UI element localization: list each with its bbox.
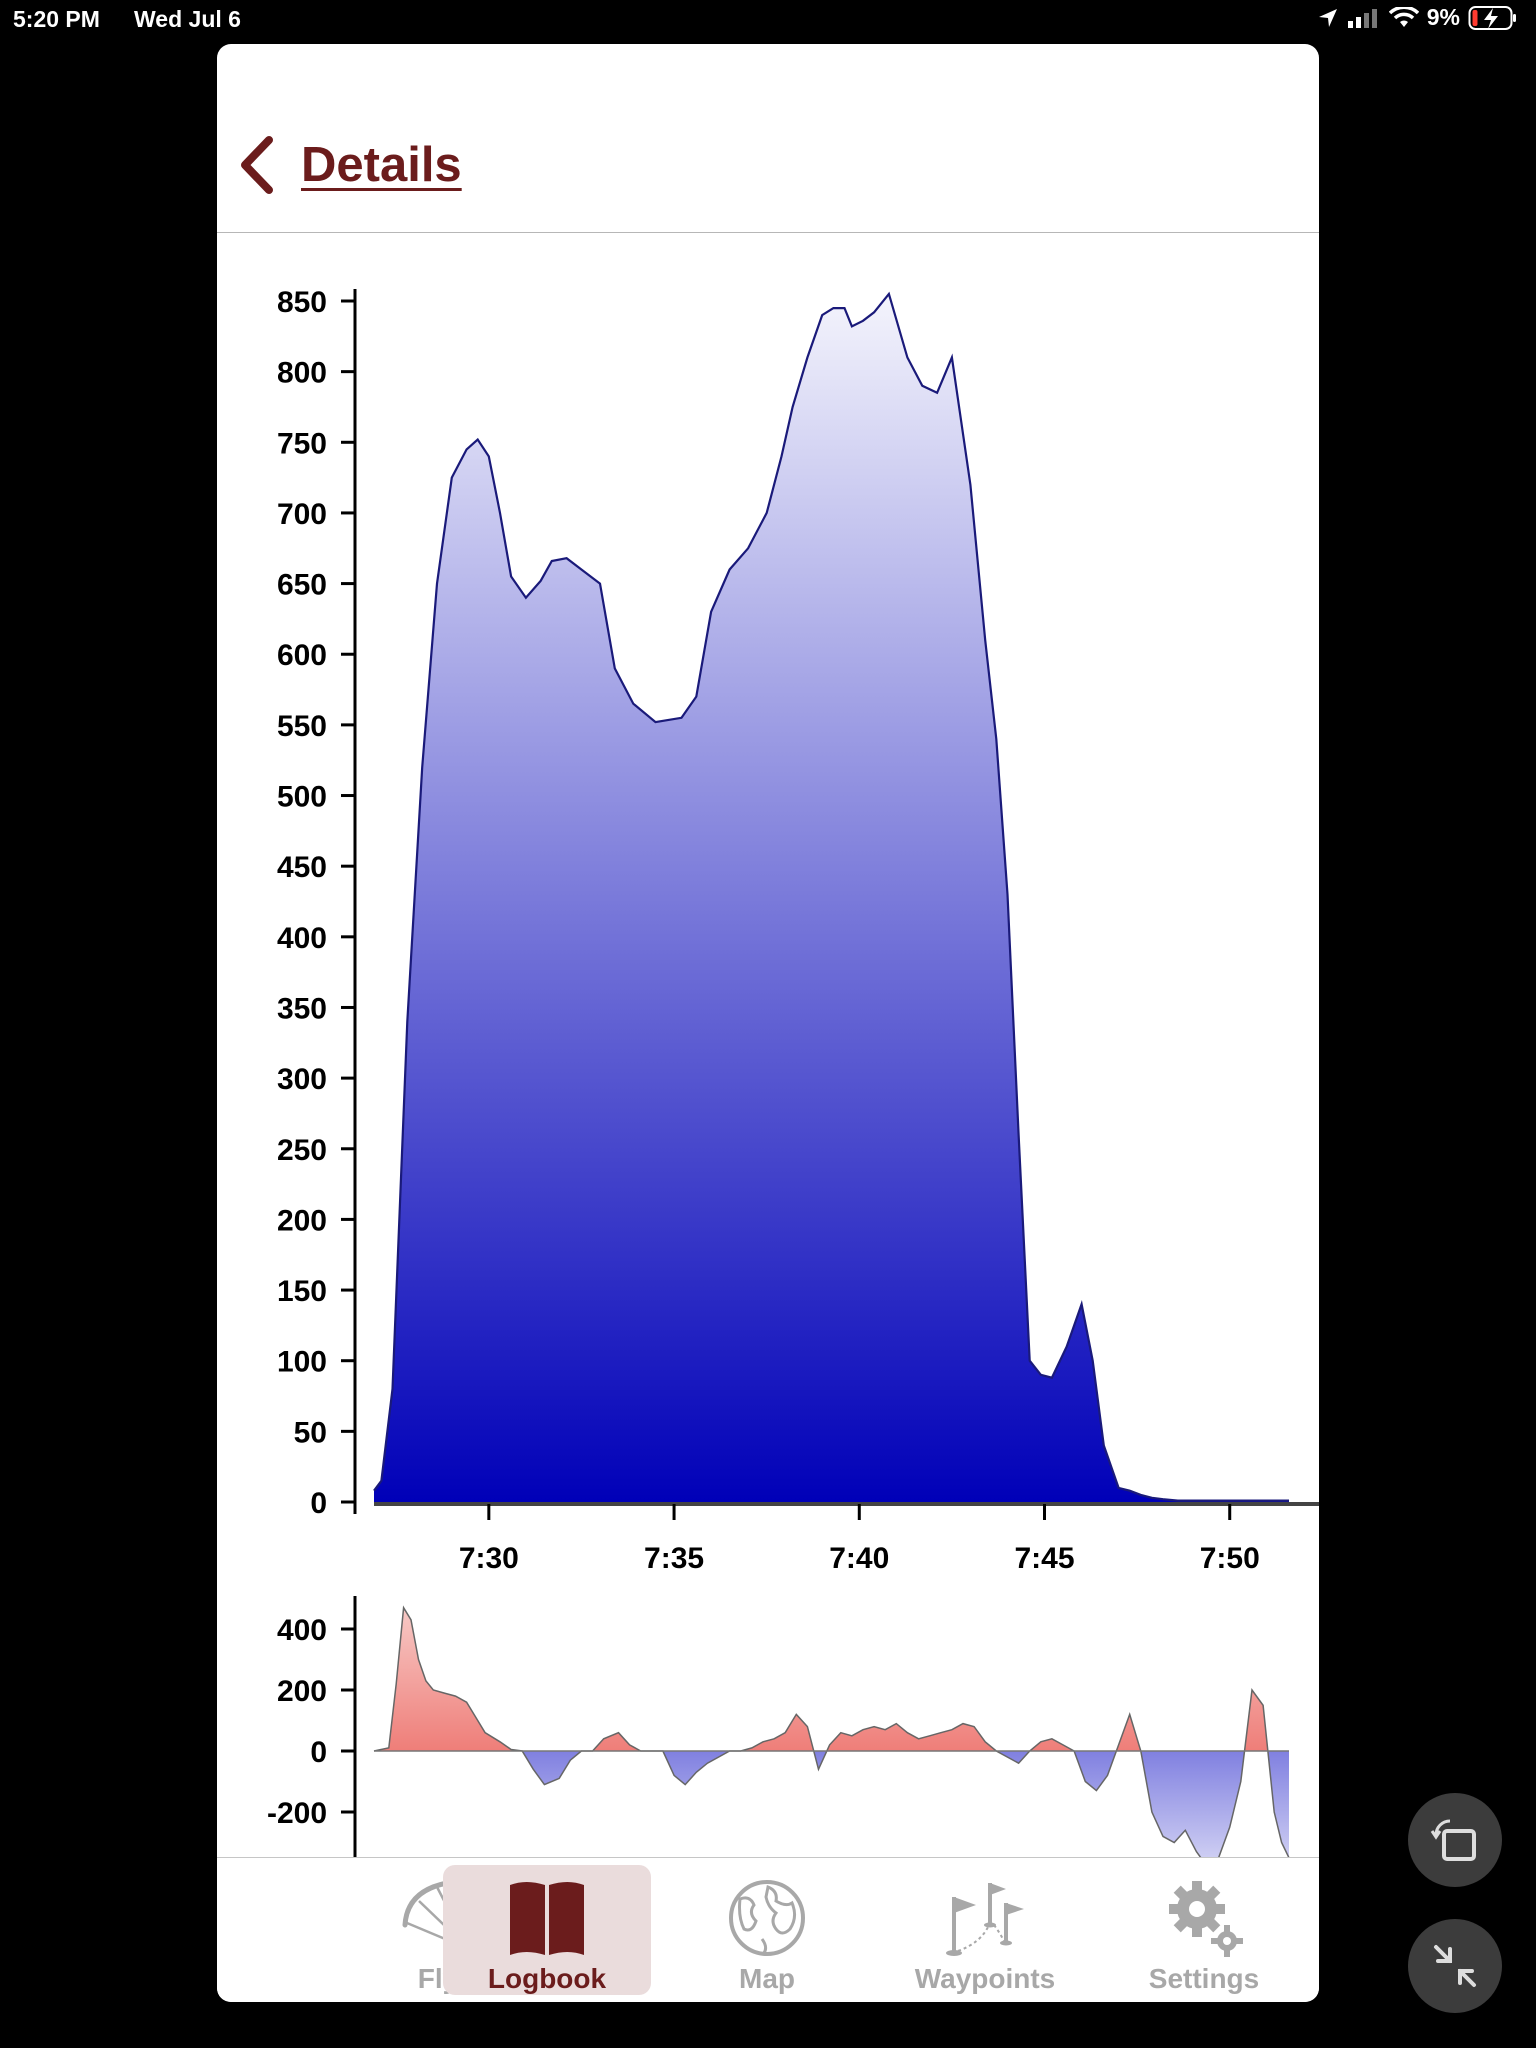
y-tick-label: 650 xyxy=(277,569,327,602)
chevron-left-icon xyxy=(241,136,273,194)
vario-y-tick-label: -200 xyxy=(267,1797,327,1830)
nav-bar: Details xyxy=(217,44,1319,233)
y-tick-label: 850 xyxy=(277,286,327,319)
y-tick-label: 200 xyxy=(277,1204,327,1237)
rotate-window-icon xyxy=(1430,1819,1476,1861)
rotate-window-button[interactable] xyxy=(1408,1793,1502,1887)
y-tick-label: 750 xyxy=(277,427,327,460)
book-icon xyxy=(510,1882,584,1955)
y-tick-label: 0 xyxy=(310,1487,327,1520)
vario-climb-area xyxy=(374,1607,1289,1751)
globe-icon xyxy=(729,1880,805,1956)
shrink-window-icon xyxy=(1434,1945,1476,1987)
vario-sink-area xyxy=(374,1751,1289,1867)
battery-charging-icon xyxy=(1468,5,1516,30)
altitude-area xyxy=(374,293,1289,1502)
tab-label-waypoints: Waypoints xyxy=(914,1963,1056,1994)
y-tick-label: 800 xyxy=(277,357,327,390)
tab-bar: Fly Logbook Map xyxy=(217,1857,1319,2002)
vario-y-tick-label: 200 xyxy=(277,1675,327,1708)
y-tick-label: 600 xyxy=(277,639,327,672)
status-time: 5:20 PM xyxy=(13,6,100,32)
app-window: Details 0 50 100 150 200 250 300 350 400 450 500 55… xyxy=(217,44,1319,2002)
tab-label-settings: Settings xyxy=(1148,1963,1260,1994)
tab-label-logbook: Logbook xyxy=(487,1963,607,1994)
status-date: Wed Jul 6 xyxy=(134,6,241,32)
vario-y-tick-label: 400 xyxy=(277,1614,327,1647)
x-tick-label: 7:40 xyxy=(829,1542,889,1574)
tab-settings[interactable]: Settings xyxy=(1100,1865,1308,1995)
tab-map[interactable]: Map xyxy=(663,1865,871,1995)
tab-logbook[interactable]: Logbook xyxy=(443,1865,651,1995)
y-tick-label: 700 xyxy=(277,498,327,531)
back-button[interactable]: Details xyxy=(237,136,462,194)
status-icons: 9% xyxy=(1317,4,1518,31)
y-tick-label: 400 xyxy=(277,922,327,955)
y-tick-label: 250 xyxy=(277,1134,327,1167)
y-tick-label: 350 xyxy=(277,992,327,1025)
altitude-line xyxy=(373,291,1289,1502)
location-arrow-icon xyxy=(1318,8,1337,27)
x-tick-label: 7:35 xyxy=(644,1542,704,1574)
cellular-signal-icon xyxy=(1347,8,1377,28)
y-tick-label: 50 xyxy=(294,1416,327,1449)
x-tick-label: 7:50 xyxy=(1200,1542,1260,1574)
shrink-window-button[interactable] xyxy=(1408,1919,1502,2013)
y-tick-label: 100 xyxy=(277,1346,327,1379)
x-tick-label: 7:30 xyxy=(459,1542,519,1574)
y-tick-label: 150 xyxy=(277,1275,327,1308)
altitude-chart: 0 50 100 150 200 250 300 350 400 450 500 550 600 650 7… xyxy=(277,286,1319,1574)
y-tick-label: 550 xyxy=(277,710,327,743)
wifi-icon xyxy=(1388,6,1419,27)
y-tick-label: 300 xyxy=(277,1063,327,1096)
battery-percent: 9% xyxy=(1426,4,1460,30)
status-bar: 5:20 PM Wed Jul 6 9% xyxy=(0,0,1536,40)
flags-icon xyxy=(946,1883,1024,1956)
tab-waypoints[interactable]: Waypoints xyxy=(881,1865,1089,1995)
back-label: Details xyxy=(301,138,462,192)
x-tick-label: 7:45 xyxy=(1014,1542,1074,1574)
y-tick-label: 500 xyxy=(277,781,327,814)
gear-icon xyxy=(1169,1881,1243,1957)
vario-line xyxy=(373,1605,1290,1868)
tab-label-map: Map xyxy=(739,1963,795,1994)
y-tick-label: 450 xyxy=(277,851,327,884)
vario-y-tick-label: 0 xyxy=(310,1736,327,1769)
